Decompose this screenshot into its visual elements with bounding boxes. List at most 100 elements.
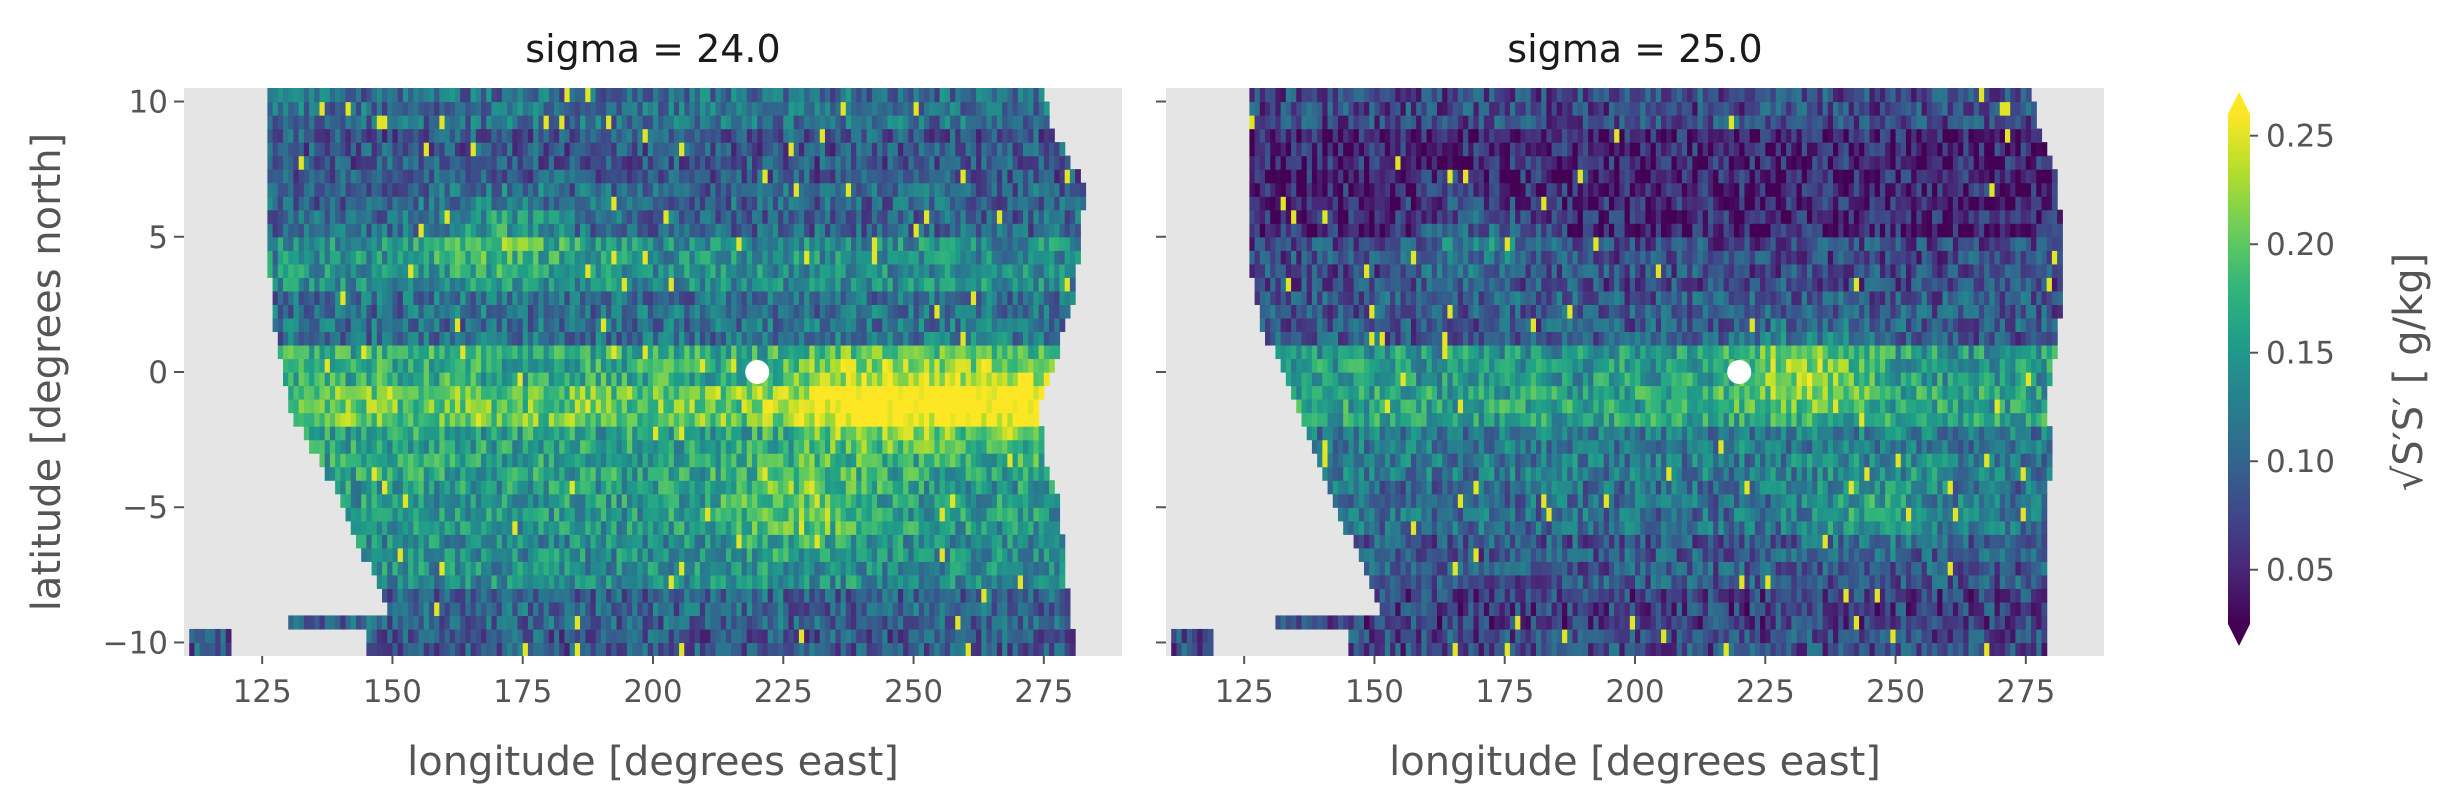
heatmap-cell (929, 480, 935, 495)
heatmap-cell (355, 399, 362, 414)
heatmap-cell (793, 426, 800, 441)
heatmap-cell (772, 331, 779, 346)
heatmap-cell (522, 507, 529, 522)
heatmap-cell (402, 601, 409, 617)
heatmap-cell (1028, 263, 1035, 278)
heatmap-cell (767, 385, 774, 400)
heatmap-cell (710, 466, 717, 481)
heatmap-cell (741, 399, 748, 414)
heatmap-cell (392, 263, 399, 278)
heatmap-cell (679, 493, 685, 508)
heatmap-cell (903, 372, 909, 387)
heatmap-cell (621, 628, 628, 644)
heatmap-cell (1038, 534, 1045, 549)
heatmap-cell (710, 209, 717, 224)
heatmap-cell (793, 615, 800, 630)
heatmap-cell (574, 466, 581, 481)
heatmap-cell (329, 209, 336, 224)
heatmap-cell (705, 399, 711, 414)
heatmap-cell (757, 547, 764, 562)
heatmap-cell (1038, 196, 1045, 211)
heatmap-cell (611, 547, 618, 562)
heatmap-cell (908, 520, 915, 535)
heatmap-cell (465, 439, 472, 454)
heatmap-cell (788, 588, 795, 603)
heatmap-cell (382, 480, 388, 495)
heatmap-cell (637, 277, 644, 292)
heatmap-cell (590, 182, 597, 197)
heatmap-cell (512, 561, 519, 576)
heatmap-cell (522, 412, 529, 427)
heatmap-cell (606, 615, 612, 630)
heatmap-cell (449, 372, 456, 387)
heatmap-cell (413, 372, 420, 387)
heatmap-cell (663, 520, 670, 535)
heatmap-cell (486, 466, 493, 481)
heatmap-cell (923, 331, 930, 346)
heatmap-cell (762, 453, 769, 468)
heatmap-cell (955, 372, 962, 387)
heatmap-cell (329, 412, 336, 427)
heatmap-cell (705, 520, 711, 535)
heatmap-cell (559, 372, 566, 387)
heatmap-cell (574, 304, 581, 319)
heatmap-cell (725, 372, 732, 387)
heatmap-cell (965, 223, 972, 238)
heatmap-cell (423, 547, 430, 562)
heatmap-cell (1017, 196, 1024, 211)
heatmap-cell (397, 209, 404, 224)
heatmap-cell (376, 399, 383, 414)
heatmap-cell (590, 290, 597, 305)
heatmap-cell (517, 290, 524, 305)
heatmap-cell (418, 628, 425, 644)
heatmap-cell (778, 290, 784, 305)
heatmap-cell (684, 304, 691, 319)
heatmap-cell (335, 263, 341, 278)
heatmap-cell (423, 263, 430, 278)
heatmap-cell (335, 290, 341, 305)
heatmap-cell (345, 507, 352, 522)
heatmap-cell (923, 561, 930, 576)
heatmap-cell (507, 372, 513, 387)
heatmap-cell (668, 196, 675, 211)
heatmap-cell (590, 642, 597, 656)
heatmap-cell (871, 493, 878, 508)
heatmap-cell (845, 426, 852, 441)
heatmap-cell (934, 344, 941, 360)
heatmap-cell (1007, 331, 1014, 346)
heatmap-cell (632, 317, 638, 333)
heatmap-cell (454, 574, 461, 589)
heatmap-cell (861, 196, 868, 211)
heatmap-cell (611, 574, 618, 589)
heatmap-cell (319, 439, 326, 454)
heatmap-cell (710, 642, 717, 656)
heatmap-cell (616, 182, 623, 197)
heatmap-cell (611, 196, 618, 211)
heatmap-cell (830, 399, 836, 414)
heatmap-cell (840, 561, 847, 576)
heatmap-cell (981, 426, 988, 441)
heatmap-cell (851, 561, 857, 576)
heatmap-cell (778, 534, 784, 549)
heatmap-cell (830, 534, 836, 549)
heatmap-cell (804, 399, 810, 414)
heatmap-cell (309, 317, 315, 333)
heatmap-cell (590, 331, 597, 346)
heatmap-cell (720, 453, 727, 468)
heatmap-cell (788, 439, 795, 454)
heatmap-cell (866, 277, 873, 292)
heatmap-cell (798, 601, 805, 617)
heatmap-cell (887, 317, 894, 333)
heatmap-cell (538, 331, 545, 346)
heatmap-cell (913, 223, 920, 238)
heatmap-cell (580, 466, 586, 481)
heatmap-cell (772, 520, 779, 535)
heatmap-cell (903, 277, 909, 292)
heatmap-cell (465, 236, 472, 251)
heatmap-cell (699, 493, 706, 508)
heatmap-cell (355, 344, 362, 360)
heatmap-cell (798, 290, 805, 305)
heatmap-cell (559, 453, 566, 468)
heatmap-cell (1038, 439, 1045, 454)
heatmap-cell (918, 344, 925, 360)
